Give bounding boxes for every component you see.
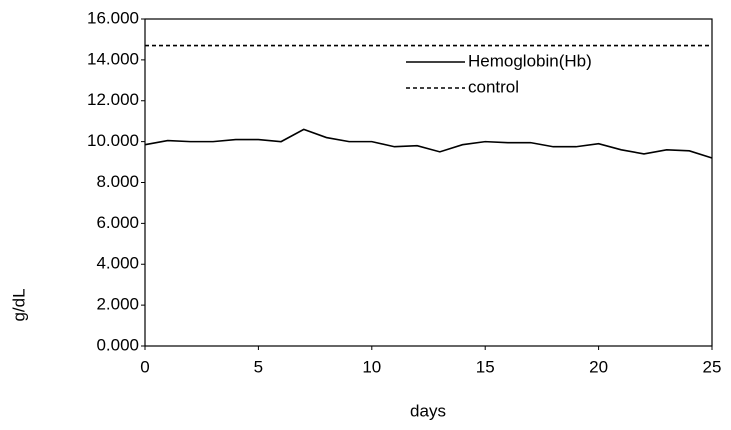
y-tick-label: 16.000 [87,8,139,27]
x-tick-label: 25 [703,357,722,376]
y-tick-label: 0.000 [96,335,139,354]
legend-box [398,47,615,103]
x-tick-label: 0 [140,357,149,376]
y-tick-label: 4.000 [96,254,139,273]
y-tick-label: 2.000 [96,295,139,314]
y-tick-label: 10.000 [87,131,139,150]
y-tick-label: 12.000 [87,90,139,109]
y-tick-label: 14.000 [87,49,139,68]
x-tick-label: 5 [254,357,263,376]
legend-label: Hemoglobin(Hb) [468,51,592,70]
y-tick-label: 8.000 [96,172,139,191]
legend-label: control [468,77,519,96]
series-line [144,128,713,159]
x-tick-label: 20 [589,357,608,376]
y-axis-label: g/dL [9,288,28,321]
plot-frame [144,18,713,347]
x-tick-label: 15 [476,357,495,376]
y-tick-label: 6.000 [96,213,139,232]
x-tick-label: 10 [362,357,381,376]
x-axis-label: days [410,401,446,420]
